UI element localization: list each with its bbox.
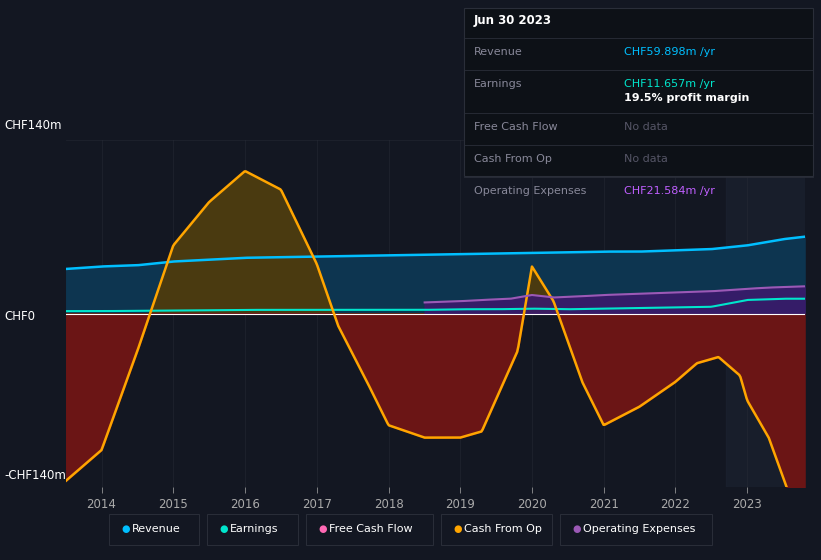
Text: Revenue: Revenue bbox=[474, 46, 522, 57]
Text: Earnings: Earnings bbox=[230, 524, 279, 534]
Text: 19.5% profit margin: 19.5% profit margin bbox=[624, 94, 750, 104]
Text: CHF21.584m /yr: CHF21.584m /yr bbox=[624, 186, 715, 196]
Text: CHF59.898m /yr: CHF59.898m /yr bbox=[624, 46, 715, 57]
Text: ●: ● bbox=[121, 524, 130, 534]
Text: CHF11.657m /yr: CHF11.657m /yr bbox=[624, 78, 714, 88]
Text: Revenue: Revenue bbox=[131, 524, 181, 534]
Text: Earnings: Earnings bbox=[474, 78, 522, 88]
Text: Free Cash Flow: Free Cash Flow bbox=[474, 122, 557, 132]
Text: ●: ● bbox=[454, 524, 462, 534]
Text: Free Cash Flow: Free Cash Flow bbox=[328, 524, 412, 534]
Text: Operating Expenses: Operating Expenses bbox=[584, 524, 695, 534]
Text: Operating Expenses: Operating Expenses bbox=[474, 186, 586, 196]
Text: -CHF140m: -CHF140m bbox=[4, 469, 66, 482]
Text: No data: No data bbox=[624, 122, 667, 132]
Text: ●: ● bbox=[573, 524, 581, 534]
Bar bbox=[726, 140, 805, 487]
Text: CHF140m: CHF140m bbox=[4, 119, 62, 132]
Text: ●: ● bbox=[220, 524, 228, 534]
Text: Cash From Op: Cash From Op bbox=[474, 153, 552, 164]
Text: CHF0: CHF0 bbox=[4, 310, 35, 323]
Text: Cash From Op: Cash From Op bbox=[465, 524, 542, 534]
Text: Jun 30 2023: Jun 30 2023 bbox=[474, 14, 552, 27]
Text: No data: No data bbox=[624, 153, 667, 164]
Text: ●: ● bbox=[318, 524, 327, 534]
